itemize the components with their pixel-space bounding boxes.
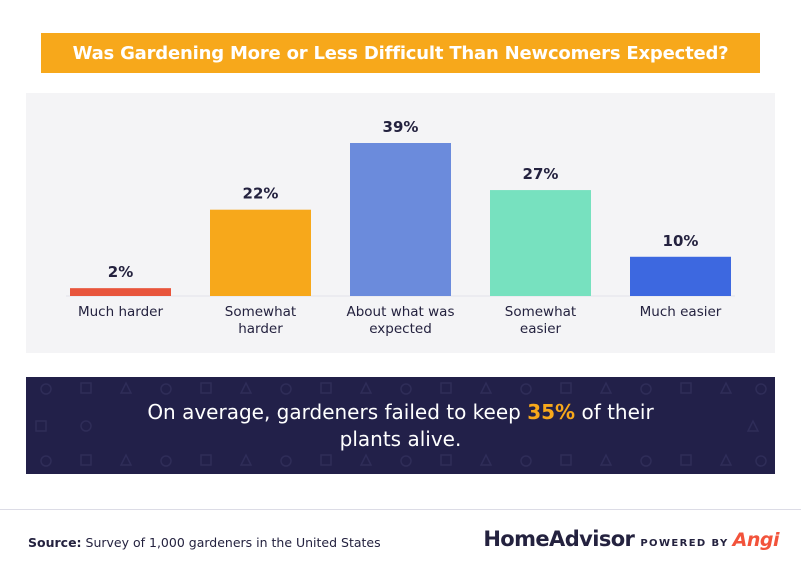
- data-label-1: 2%: [108, 263, 133, 281]
- category-label-2: Somewhat harder: [225, 304, 296, 337]
- garden-pattern-icon: [35, 381, 767, 467]
- bar-3: [350, 143, 451, 296]
- angi-logo: Angi: [732, 529, 780, 551]
- bar-4: [490, 190, 591, 296]
- chart-panel: 2% Much harder 22% Somewhat harder 39% About w…: [26, 93, 775, 353]
- bar-2: [210, 209, 311, 296]
- category-label-3: About what was expected: [346, 304, 454, 337]
- bar-5: [630, 256, 731, 296]
- bar-1: [70, 288, 171, 296]
- category-label-line: expected: [369, 321, 432, 337]
- homeadvisor-logo: HomeAdvisor: [483, 527, 635, 551]
- brand-logo: HomeAdvisor POWERED BY Angi: [483, 527, 779, 551]
- category-label-line: Much harder: [78, 304, 163, 320]
- category-label-1: Much harder: [78, 304, 163, 320]
- footer-divider: [0, 509, 801, 510]
- callout-text-before: On average, gardeners failed to keep: [147, 399, 528, 424]
- callout-banner: On average, gardeners failed to keep 35%…: [26, 377, 775, 474]
- category-label-line: Much easier: [640, 304, 722, 320]
- category-label-5: Much easier: [640, 304, 722, 320]
- source-label: Source:: [28, 535, 82, 550]
- category-label-line: Somewhat: [505, 304, 576, 320]
- data-label-5: 10%: [663, 232, 699, 250]
- callout-text-after: of their plants alive.: [339, 399, 654, 451]
- chart-title: Was Gardening More or Less Difficult Tha…: [41, 33, 760, 73]
- source-text: Survey of 1,000 gardeners in the United …: [81, 535, 381, 550]
- data-label-2: 22%: [243, 185, 279, 203]
- category-label-line: Somewhat: [225, 304, 296, 320]
- category-label-line: harder: [238, 321, 283, 337]
- callout-highlight: 35%: [527, 399, 576, 424]
- powered-by-text: POWERED BY: [640, 538, 729, 549]
- source-note: Source: Survey of 1,000 gardeners in the…: [28, 535, 381, 550]
- category-label-line: About what was: [346, 304, 454, 320]
- data-label-4: 27%: [523, 165, 559, 183]
- category-label-line: easier: [520, 321, 562, 337]
- data-label-3: 39%: [383, 118, 419, 136]
- callout-text: On average, gardeners failed to keep 35%…: [26, 377, 775, 474]
- category-label-4: Somewhat easier: [505, 304, 576, 337]
